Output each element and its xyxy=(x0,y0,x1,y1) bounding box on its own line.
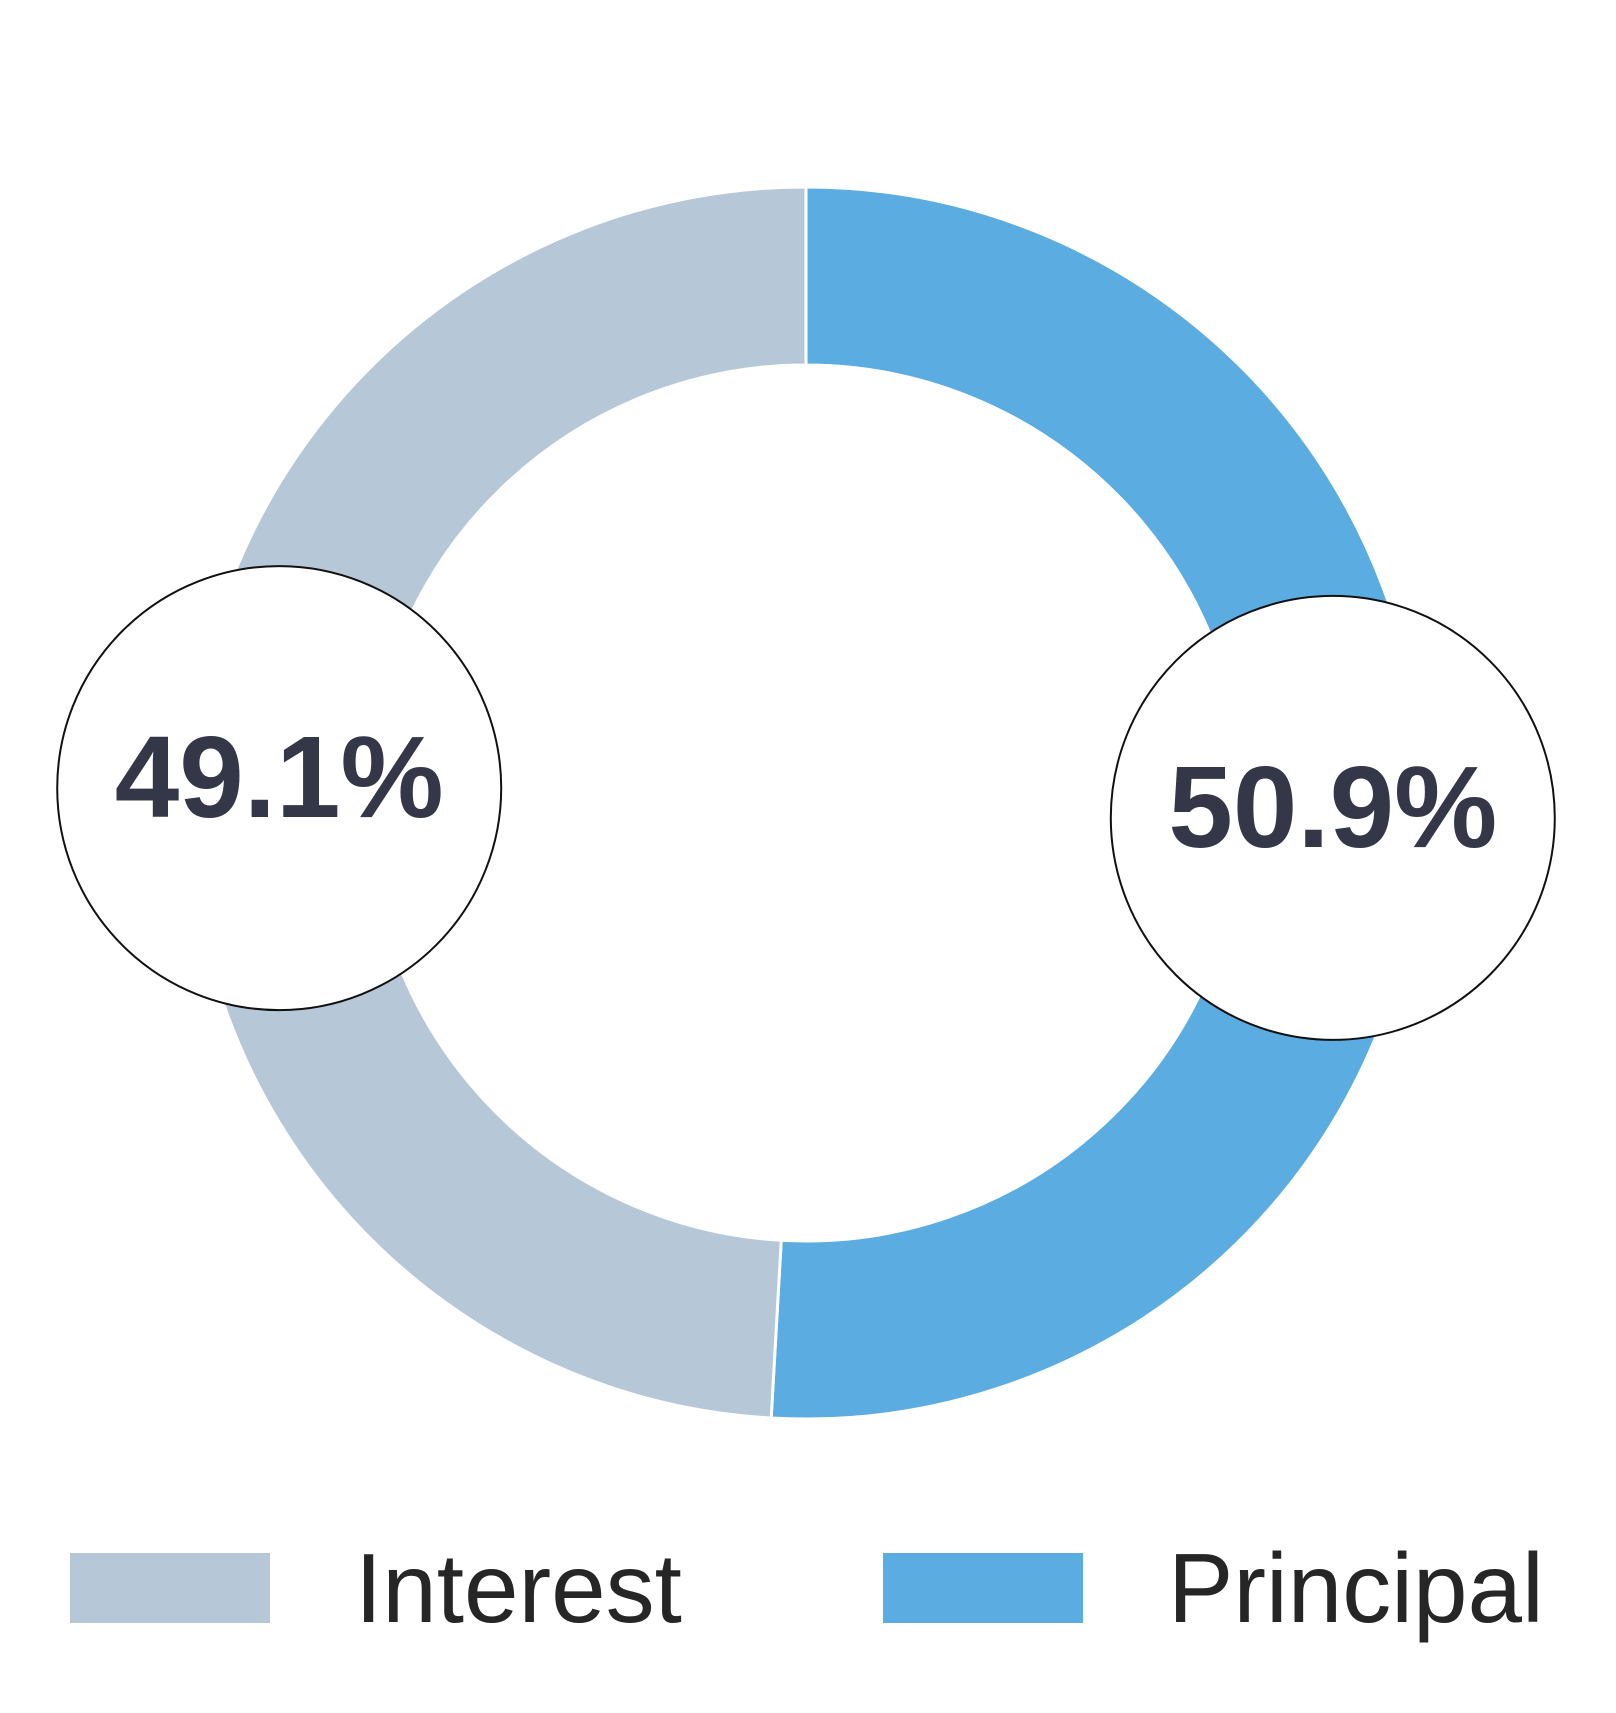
pct-badge-interest xyxy=(56,565,503,1012)
pct-badge-principal xyxy=(1109,594,1556,1041)
legend-item-interest: Interest xyxy=(70,1538,682,1638)
legend-label-principal: Principal xyxy=(1168,1533,1544,1643)
legend-swatch-principal xyxy=(883,1553,1083,1623)
pct-label-interest: 49.1% xyxy=(115,712,444,842)
pct-label-principal: 50.9% xyxy=(1168,742,1497,872)
donut-segment-principal xyxy=(769,185,1424,1421)
legend-swatch-interest xyxy=(70,1553,270,1623)
legend-label-interest: Interest xyxy=(355,1533,682,1643)
legend-item-principal: Principal xyxy=(883,1538,1544,1638)
donut-segment-interest xyxy=(188,185,808,1420)
